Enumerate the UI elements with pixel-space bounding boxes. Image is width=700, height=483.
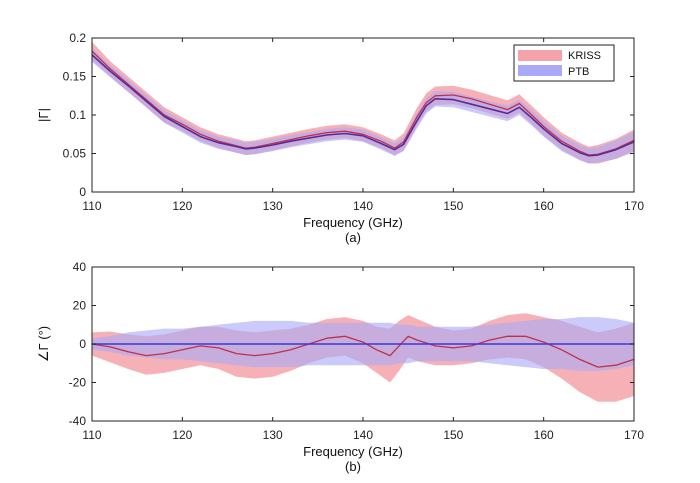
x-tick-label: 150 (443, 199, 463, 213)
legend-label-ptb: PTB (568, 66, 589, 78)
panel-a-label: (a) (345, 230, 361, 245)
line-kriss (91, 50, 635, 156)
panel-b-uncertainty-bands (92, 313, 634, 402)
panel-b-x-ticks: 110 120 130 140 150 160 170 (82, 267, 644, 442)
line-kriss (91, 335, 635, 368)
panel-a-x-axis-label: Frequency (GHz) (303, 215, 403, 230)
y-tick-label: 0 (79, 337, 86, 351)
x-tick-label: 120 (172, 428, 192, 442)
x-tick-label: 150 (443, 428, 463, 442)
legend: KRISS PTB (513, 44, 615, 82)
y-tick-label: -40 (69, 414, 87, 428)
y-tick-label: 0.15 (63, 70, 87, 84)
y-tick-label: 20 (73, 299, 87, 313)
legend-swatch-kriss (518, 50, 562, 61)
panel-b-label: (b) (345, 459, 361, 474)
x-tick-label: 130 (263, 199, 283, 213)
panel-b-y-ticks: 40 20 0 -20 -40 (69, 260, 634, 428)
x-tick-label: 170 (624, 199, 644, 213)
y-tick-label: 0.05 (63, 147, 87, 161)
x-tick-label: 160 (534, 428, 554, 442)
y-tick-label: 40 (73, 260, 87, 274)
x-tick-label: 110 (82, 199, 101, 213)
x-tick-label: 140 (353, 199, 373, 213)
line-ptb (91, 54, 635, 157)
x-tick-label: 110 (82, 428, 101, 442)
panel-b-phase: 110 120 130 140 150 160 170 40 20 0 -20 -40 Freque… (36, 260, 644, 474)
panel-b-x-axis-label: Frequency (GHz) (303, 444, 403, 459)
panel-a-y-ticks: 0 0.05 0.1 0.15 0.2 (63, 31, 634, 199)
legend-swatch-ptb (518, 65, 562, 76)
panel-a-x-ticks: 110 120 130 140 150 160 170 (82, 38, 644, 213)
y-tick-label: 0.1 (69, 108, 86, 122)
panel-b-series-lines (91, 335, 635, 368)
y-tick-label: -20 (69, 376, 87, 390)
legend-label-kriss: KRISS (568, 50, 601, 62)
panel-a-series-lines (91, 50, 635, 157)
x-tick-label: 160 (534, 199, 554, 213)
y-tick-label: 0.2 (69, 31, 86, 45)
panel-b-y-axis-label: ∠Γ (°) (36, 326, 51, 362)
panel-a-y-axis-label: |Γ| (36, 108, 51, 122)
y-tick-label: 0 (79, 185, 86, 199)
x-tick-label: 170 (624, 428, 644, 442)
x-tick-label: 120 (172, 199, 192, 213)
x-tick-label: 130 (263, 428, 283, 442)
x-tick-label: 140 (353, 428, 373, 442)
panel-a-magnitude: 110 120 130 140 150 160 170 0 0.05 0.1 0.15 0.2 Fr… (36, 31, 644, 245)
